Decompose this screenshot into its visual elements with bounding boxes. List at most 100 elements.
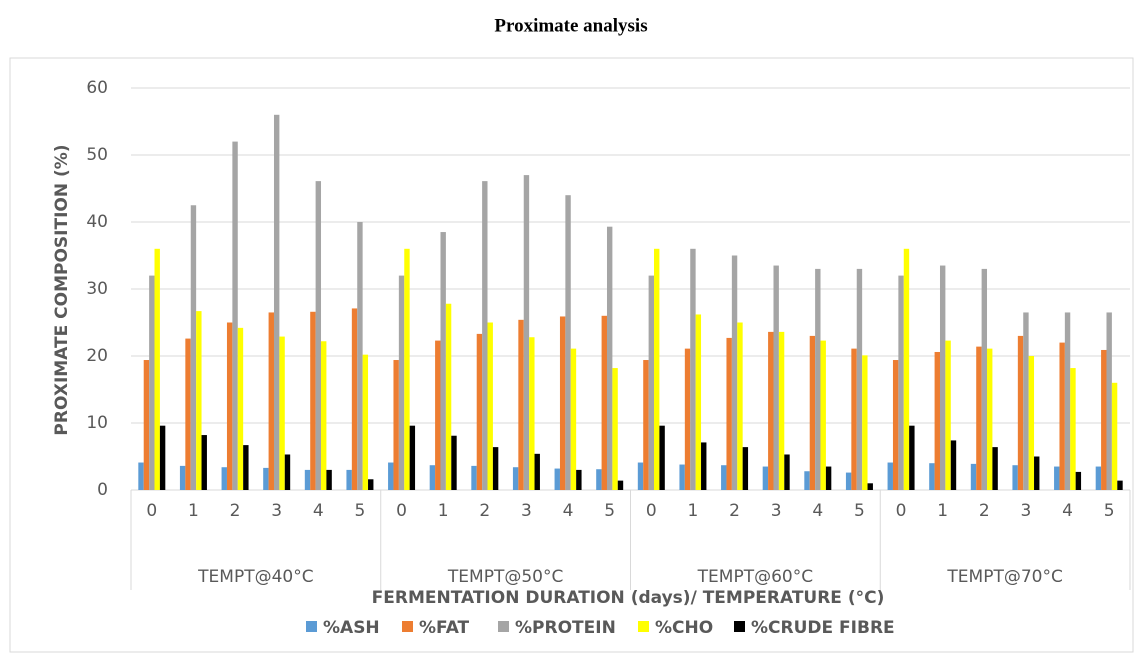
bar bbox=[1070, 368, 1076, 490]
bar bbox=[695, 314, 702, 490]
group-label: TEMPT@60°C bbox=[697, 567, 813, 587]
bar bbox=[326, 469, 332, 490]
bar bbox=[237, 327, 244, 490]
bar bbox=[939, 265, 946, 490]
bar bbox=[903, 248, 910, 490]
bar bbox=[981, 268, 988, 490]
bar bbox=[1054, 466, 1060, 490]
bar bbox=[909, 425, 915, 490]
bar bbox=[1117, 480, 1123, 490]
bar bbox=[950, 440, 957, 490]
x-tick-label: 3 bbox=[771, 501, 782, 521]
x-tick-label: 2 bbox=[230, 501, 241, 521]
bar bbox=[518, 319, 524, 490]
bar bbox=[601, 315, 607, 490]
bar bbox=[404, 248, 410, 490]
bar bbox=[565, 195, 571, 490]
bar bbox=[268, 312, 274, 490]
bar bbox=[721, 465, 727, 490]
bar bbox=[138, 462, 144, 490]
y-tick-label: 50 bbox=[86, 145, 108, 165]
bar bbox=[368, 479, 374, 490]
bar bbox=[512, 467, 519, 490]
bar bbox=[435, 340, 441, 490]
bar bbox=[945, 340, 951, 490]
bar bbox=[310, 311, 316, 490]
y-tick-label: 20 bbox=[86, 346, 108, 366]
x-axis-label: FERMENTATION DURATION (days)/ TEMPERATUR… bbox=[372, 588, 885, 608]
bar bbox=[726, 337, 732, 490]
x-tick-label: 5 bbox=[604, 501, 615, 521]
bar bbox=[429, 465, 436, 490]
bar bbox=[185, 338, 191, 490]
bar bbox=[731, 255, 738, 490]
legend-swatch bbox=[498, 621, 509, 632]
x-tick-label: 4 bbox=[1062, 501, 1073, 521]
bar bbox=[690, 248, 696, 490]
bar bbox=[862, 355, 868, 490]
chart-title: Proximate analysis bbox=[494, 15, 647, 36]
bar bbox=[992, 447, 998, 490]
bar bbox=[149, 275, 155, 490]
bar bbox=[351, 308, 358, 490]
legend-swatch bbox=[734, 621, 745, 632]
bar bbox=[679, 464, 685, 490]
bar bbox=[970, 463, 977, 490]
bar bbox=[154, 248, 160, 490]
bar bbox=[1106, 312, 1112, 490]
bar bbox=[1064, 312, 1071, 490]
x-tick-label: 2 bbox=[479, 501, 490, 521]
bar bbox=[892, 360, 899, 490]
bar bbox=[554, 468, 560, 490]
bar bbox=[659, 425, 665, 490]
legend-label: %CHO bbox=[655, 618, 713, 638]
group-label: TEMPT@70°C bbox=[946, 567, 1062, 587]
legend-swatch bbox=[402, 621, 413, 632]
bar bbox=[357, 222, 363, 490]
x-tick-label: 0 bbox=[146, 501, 157, 521]
bar bbox=[529, 337, 535, 490]
bar bbox=[388, 462, 394, 490]
bar bbox=[315, 181, 322, 490]
x-tick-label: 4 bbox=[563, 501, 574, 521]
bar bbox=[321, 341, 327, 490]
x-tick-label: 3 bbox=[271, 501, 282, 521]
bar bbox=[201, 435, 207, 490]
bar bbox=[487, 322, 493, 490]
bar bbox=[440, 232, 446, 491]
bar bbox=[1028, 356, 1035, 490]
bar bbox=[196, 311, 202, 490]
bar bbox=[643, 360, 649, 490]
bar bbox=[304, 469, 311, 490]
bar bbox=[451, 435, 457, 490]
bar bbox=[596, 469, 602, 490]
x-tick-label: 4 bbox=[313, 501, 324, 521]
bar bbox=[851, 348, 857, 490]
bar bbox=[856, 268, 863, 490]
bar bbox=[362, 354, 369, 490]
bar bbox=[887, 462, 893, 490]
bar bbox=[737, 322, 743, 490]
bar bbox=[820, 340, 826, 490]
bar bbox=[617, 480, 624, 490]
x-tick-label: 1 bbox=[438, 501, 449, 521]
bar bbox=[576, 469, 582, 490]
x-tick-label: 0 bbox=[646, 501, 657, 521]
y-tick-label: 40 bbox=[86, 212, 108, 232]
group-label: TEMPT@40°C bbox=[197, 567, 313, 587]
bar bbox=[409, 425, 416, 490]
bar bbox=[976, 346, 982, 490]
bar bbox=[523, 175, 530, 490]
bar bbox=[273, 114, 280, 491]
bar bbox=[809, 335, 816, 490]
y-tick-label: 60 bbox=[86, 78, 108, 98]
y-tick-label: 10 bbox=[86, 413, 108, 433]
bar bbox=[606, 226, 613, 490]
bar bbox=[845, 472, 852, 490]
bar bbox=[1101, 349, 1107, 490]
y-axis-label: PROXIMATE COMPOSITION (%) bbox=[52, 144, 72, 435]
legend-label: %PROTEIN bbox=[515, 618, 616, 638]
bar bbox=[654, 248, 660, 490]
bar bbox=[190, 205, 197, 490]
bar bbox=[1095, 466, 1102, 490]
